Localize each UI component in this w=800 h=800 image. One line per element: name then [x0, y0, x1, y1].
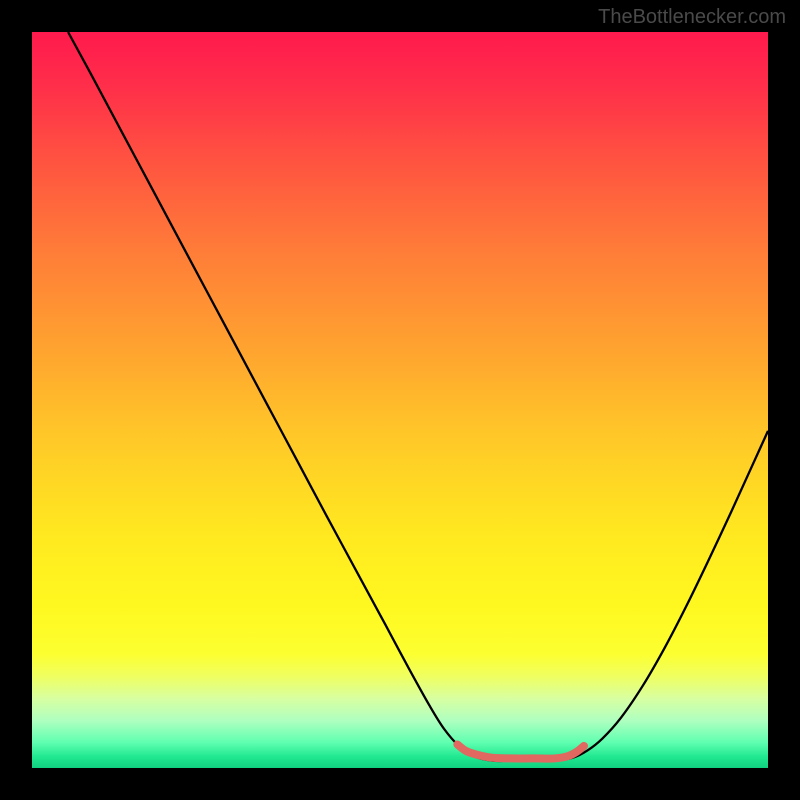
curve-layer — [32, 32, 768, 768]
optimal-segment-highlight — [457, 744, 584, 758]
watermark-text: TheBottlenecker.com — [598, 6, 786, 29]
plot-area — [32, 32, 768, 768]
bottleneck-curve — [68, 32, 768, 761]
